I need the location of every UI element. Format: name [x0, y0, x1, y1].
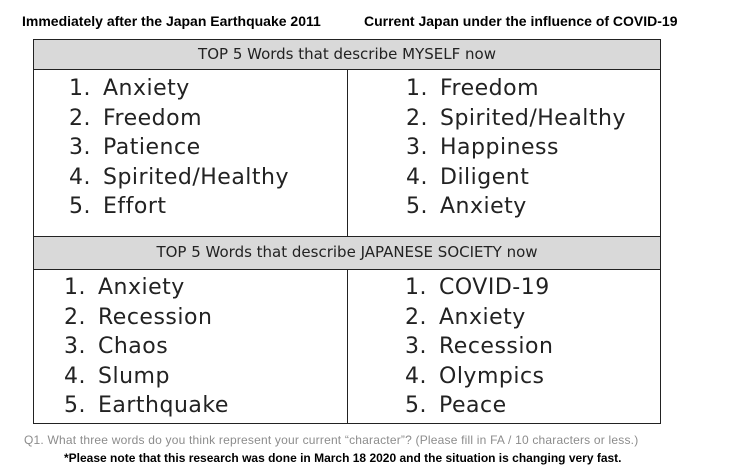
item-number: 1.	[64, 275, 86, 300]
society-2011-list: 1. Anxiety 2. Recession 3. Chaos 4. Slump 5.…	[64, 273, 229, 421]
list-item: 3. Patience	[69, 133, 289, 163]
list-item: 4. Slump	[64, 362, 229, 392]
item-number: 2.	[405, 304, 427, 330]
research-note: *Please note that this research was done…	[64, 451, 622, 465]
item-word: Anxiety	[98, 275, 185, 300]
item-word: Freedom	[103, 105, 203, 131]
item-number: 2.	[406, 105, 428, 131]
item-word: Freedom	[440, 76, 540, 101]
item-number: 1.	[69, 76, 91, 101]
item-word: Earthquake	[98, 393, 229, 418]
item-word: Anxiety	[103, 76, 190, 101]
list-item: 4. Olympics	[405, 362, 553, 392]
list-item: 4. Diligent	[406, 163, 626, 193]
item-number: 1.	[405, 275, 427, 300]
item-number: 3.	[405, 334, 427, 359]
list-item: 3. Chaos	[64, 332, 229, 362]
list-item: 2. Anxiety	[405, 303, 553, 333]
item-word: COVID-19	[439, 275, 550, 300]
item-word: Spirited/Healthy	[103, 164, 289, 190]
item-number: 4.	[406, 164, 428, 190]
item-number: 5.	[406, 194, 428, 219]
item-number: 3.	[69, 135, 91, 160]
item-word: Anxiety	[439, 304, 526, 330]
item-word: Diligent	[440, 164, 530, 190]
item-number: 1.	[406, 76, 428, 101]
comparison-table: TOP 5 Words that describe MYSELF now 1. A…	[33, 39, 661, 424]
society-covid-list: 1. COVID-19 2. Anxiety 3. Recession 4. Olymp…	[405, 273, 553, 421]
header-earthquake-2011: Immediately after the Japan Earthquake 2…	[22, 13, 321, 29]
item-number: 3.	[64, 334, 86, 359]
item-word: Anxiety	[440, 194, 527, 219]
item-word: Olympics	[439, 363, 545, 389]
item-number: 4.	[405, 363, 427, 389]
item-number: 2.	[64, 304, 86, 330]
item-number: 3.	[406, 135, 428, 160]
list-item: 1. Anxiety	[69, 74, 289, 104]
list-item: 5. Peace	[405, 391, 553, 421]
item-word: Happiness	[440, 135, 559, 160]
item-number: 5.	[405, 393, 427, 418]
item-word: Chaos	[98, 334, 169, 359]
list-item: 2. Recession	[64, 303, 229, 333]
column-divider	[347, 70, 348, 236]
myself-covid-list: 1. Freedom 2. Spirited/Healthy 3. Happiness…	[406, 74, 626, 222]
item-number: 4.	[64, 363, 86, 389]
list-item: 3. Recession	[405, 332, 553, 362]
list-item: 4. Spirited/Healthy	[69, 163, 289, 193]
item-word: Patience	[103, 135, 201, 160]
society-section-title: TOP 5 Words that describe JAPANESE SOCIE…	[34, 236, 660, 270]
item-word: Spirited/Healthy	[440, 105, 626, 131]
item-word: Slump	[98, 363, 170, 389]
list-item: 1. COVID-19	[405, 273, 553, 303]
item-number: 2.	[69, 105, 91, 131]
myself-section-title: TOP 5 Words that describe MYSELF now	[34, 40, 660, 70]
list-item: 2. Freedom	[69, 104, 289, 134]
list-item: 3. Happiness	[406, 133, 626, 163]
item-word: Peace	[439, 393, 507, 418]
item-number: 5.	[69, 194, 91, 219]
list-item: 5. Earthquake	[64, 391, 229, 421]
list-item: 5. Effort	[69, 192, 289, 222]
item-number: 5.	[64, 393, 86, 418]
survey-question: Q1. What three words do you think repres…	[24, 433, 639, 447]
list-item: 5. Anxiety	[406, 192, 626, 222]
column-divider	[347, 270, 348, 423]
myself-2011-list: 1. Anxiety 2. Freedom 3. Patience 4. Spirite…	[69, 74, 289, 222]
list-item: 1. Anxiety	[64, 273, 229, 303]
list-item: 1. Freedom	[406, 74, 626, 104]
header-covid-19: Current Japan under the influence of COV…	[364, 13, 678, 29]
item-word: Effort	[103, 194, 167, 219]
item-word: Recession	[98, 304, 213, 330]
item-word: Recession	[439, 334, 554, 359]
list-item: 2. Spirited/Healthy	[406, 104, 626, 134]
item-number: 4.	[69, 164, 91, 190]
